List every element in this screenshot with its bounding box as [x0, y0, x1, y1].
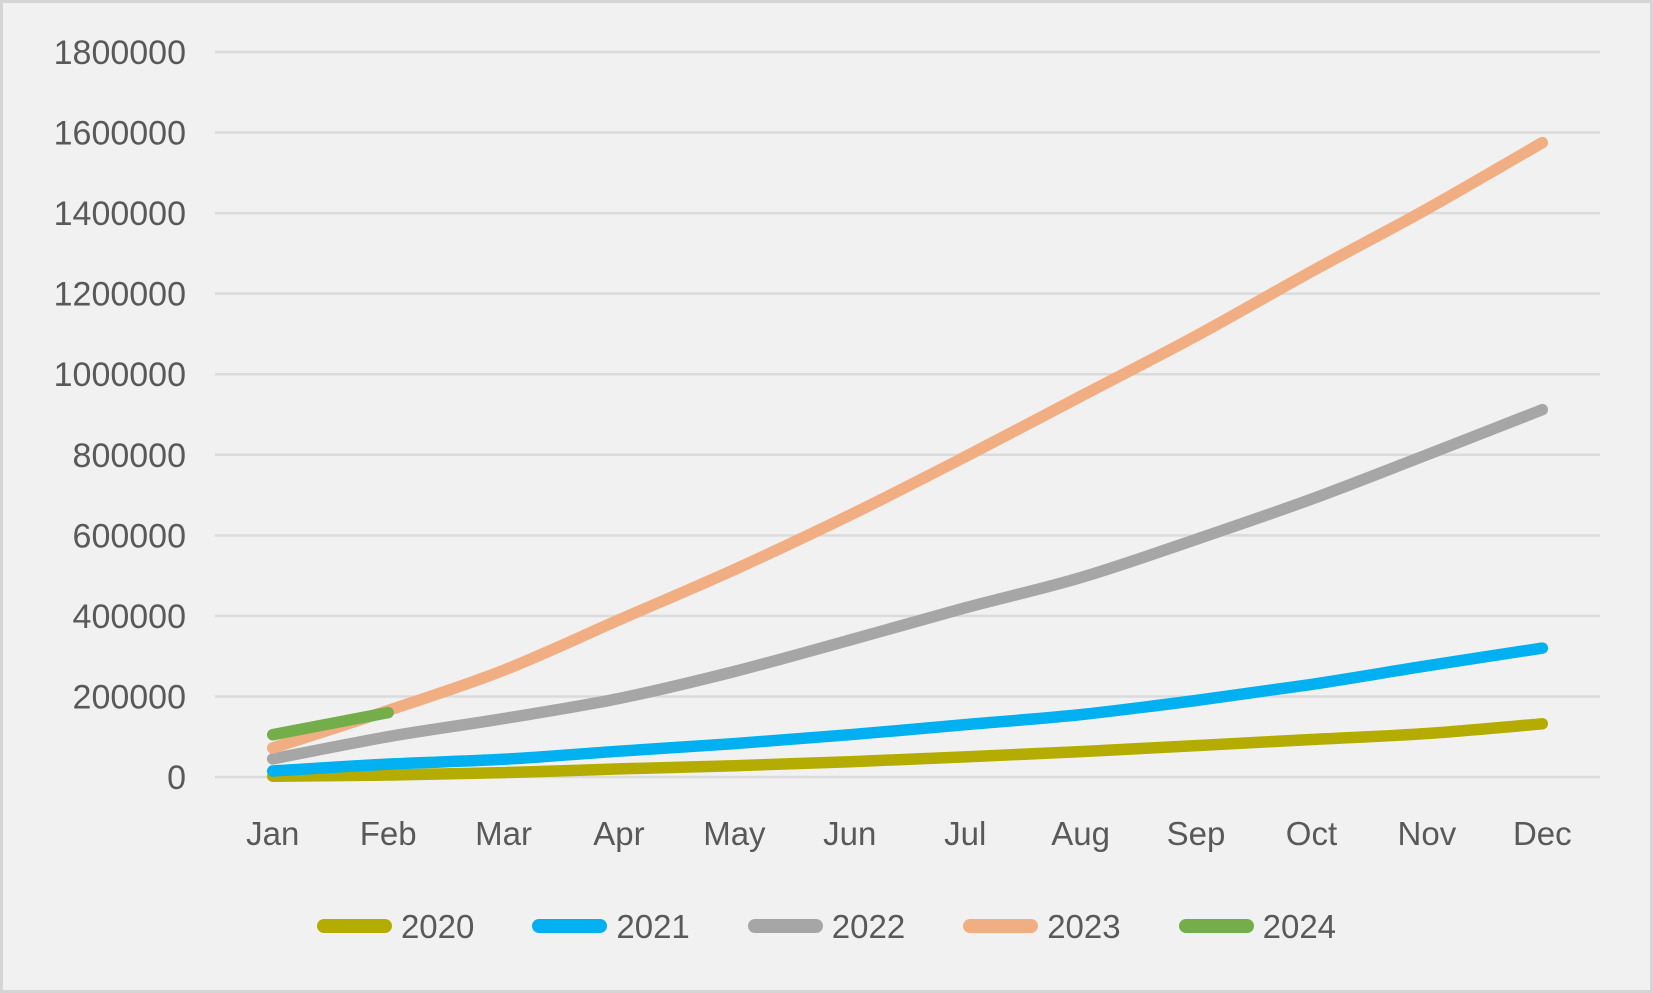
- legend-swatch-2024: [1178, 919, 1254, 933]
- legend-label: 2023: [1047, 907, 1121, 945]
- x-axis-month-label: Dec: [1513, 815, 1572, 852]
- legend-label: 2022: [831, 907, 906, 945]
- series-line-2021[interactable]: [266, 642, 1549, 777]
- y-axis-tick-label: 200000: [73, 678, 186, 716]
- legend-swatch-2022: [747, 919, 823, 933]
- x-axis-month-label: Apr: [593, 815, 644, 852]
- legend-swatch-2020: [316, 919, 392, 933]
- x-axis-labels-group: Jan Feb Mar Apr May Jun Jul Aug Sep Oct Nov Dec: [246, 815, 1572, 852]
- series-line-2024[interactable]: [266, 706, 394, 741]
- y-axis-tick-label: 400000: [73, 598, 186, 636]
- legend-label: 2024: [1262, 907, 1337, 945]
- y-axis-tick-label: 1800000: [54, 34, 186, 72]
- series-line-2023[interactable]: [266, 136, 1549, 754]
- series-line-2022[interactable]: [266, 403, 1549, 765]
- legend-item-2021[interactable]: 2021: [532, 907, 690, 945]
- x-axis-month-label: Jan: [246, 815, 299, 852]
- series-line-2020[interactable]: [266, 718, 1549, 782]
- x-axis-month-label: Sep: [1167, 815, 1226, 852]
- y-axis-tick-label: 1400000: [54, 195, 186, 233]
- legend-label: 2021: [616, 907, 690, 945]
- legend-item-2022[interactable]: 2022: [747, 907, 906, 945]
- chart-legend: 2020 2021 2022 2023 2024: [3, 906, 1650, 946]
- line-chart-canvas: 0 200000 400000 600000 800000 1000000 1200000 1…: [54, 34, 1600, 852]
- x-axis-month-label: May: [703, 815, 766, 852]
- legend-swatch-2021: [532, 919, 608, 933]
- y-axis-tick-label: 800000: [73, 437, 186, 475]
- legend-item-2023[interactable]: 2023: [963, 907, 1121, 945]
- x-axis-month-label: Nov: [1398, 815, 1457, 852]
- y-axis-tick-label: 1000000: [54, 356, 186, 394]
- y-axis-labels-group: 0 200000 400000 600000 800000 1000000 1200000 1…: [54, 34, 186, 797]
- legend-item-2024[interactable]: 2024: [1178, 907, 1337, 945]
- y-axis-tick-label: 1200000: [54, 276, 186, 314]
- x-axis-month-label: Oct: [1286, 815, 1337, 852]
- legend-item-2020[interactable]: 2020: [316, 907, 475, 945]
- x-axis-month-label: Mar: [475, 815, 532, 852]
- x-axis-month-label: Jun: [823, 815, 876, 852]
- y-axis-tick-label: 0: [167, 759, 186, 797]
- x-axis-month-label: Aug: [1051, 815, 1110, 852]
- legend-swatch-2023: [963, 919, 1039, 933]
- y-axis-tick-label: 1600000: [54, 115, 186, 153]
- y-axis-tick-label: 600000: [73, 517, 186, 555]
- x-axis-month-label: Jul: [944, 815, 986, 852]
- x-axis-month-label: Feb: [360, 815, 417, 852]
- series-lines-group: [266, 136, 1549, 782]
- legend-label: 2020: [400, 907, 475, 945]
